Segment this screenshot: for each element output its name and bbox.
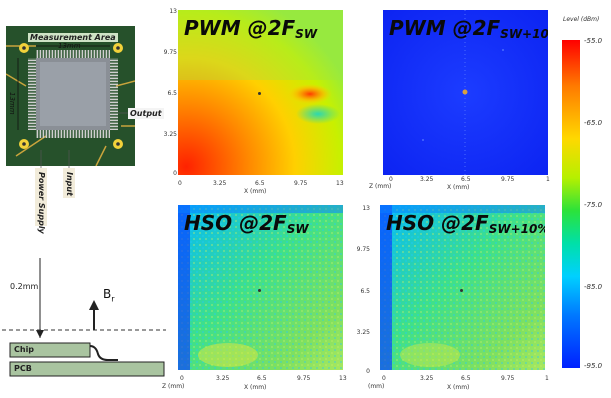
map3-z-label: Z (mm) [162,383,185,390]
map2-xtick-1: 3.25 [420,176,434,183]
map4-xtick-2: 6.5 [461,375,471,382]
map-hso-2fsw-10-field [380,205,545,370]
map-hso-2fsw-field [178,205,343,370]
distance-label: 0.2mm [10,282,39,291]
cross-section-diagram [2,258,166,377]
map1-ytick-3: 3.25 [163,131,177,138]
map2-xtick-2: 6.5 [461,176,471,183]
pcb-label: PCB [14,364,32,373]
map-hso-2fsw-10-title: HSO @2FSW+10% [386,211,545,236]
map1-xtick-1: 3.25 [213,180,227,187]
map2-xtick-3: 9.75 [501,176,515,183]
map3-xtick-3: 9.75 [297,375,311,382]
map4-xtick-1: 3.25 [420,375,434,382]
map3-xtick-0: 0 [180,375,184,382]
map-hso-2fsw-10-center-dot [460,289,463,292]
map3-ytick-0: 13 [362,205,370,212]
map1-ytick-4: 0 [173,170,177,177]
map3-ytick-2: 6.5 [360,288,370,295]
map4-xtick-0: 0 [382,375,386,382]
map3-ytick-4: 0 [366,368,370,375]
map-hso-2fsw-title: HSO @2FSW [184,211,309,236]
map3-xtick-4: 13 [339,375,347,382]
colorbar-tick-1: -65.0 [584,119,603,127]
map3-xtick-1: 3.25 [216,375,230,382]
map-pwm-2fsw-10: PWM @2FSW+10% [383,10,548,175]
colorbar-tick-2: -75.0 [584,201,603,209]
map3-ytick-3: 3.25 [356,329,370,336]
colorbar-tick-4: -95.0 [584,362,603,370]
map3-xtick-2: 6.5 [257,375,267,382]
map2-z-label: Z (mm) [369,183,392,190]
map4-x-axis-label: X (mm) [447,384,470,391]
map4-xtick-4: 1 [545,375,549,382]
map1-ytick-1: 9.75 [163,49,177,56]
power-supply-tag: Power Supply [35,168,47,234]
measurement-area-label: Measurement Area [28,33,118,42]
chip-label: Chip [14,345,35,354]
input-tag: Input [63,168,75,198]
chip-photo [6,26,135,166]
map-hso-2fsw-center-dot [258,289,261,292]
map1-ytick-2: 6.5 [167,90,177,97]
map1-xtick-2: 6.5 [255,180,265,187]
map2-x-axis-label: X (mm) [447,184,470,191]
colorbar-tick-3: -85.0 [584,283,603,291]
output-label: Output [128,108,164,119]
map-hso-2fsw-10: HSO @2FSW+10% [380,205,545,370]
map1-ytick-0: 13 [169,8,177,15]
colorbar-tick-0: -55.0 [584,37,603,45]
map1-xtick-0: 0 [178,180,182,187]
map3-x-axis-label: X (mm) [244,384,267,391]
map-pwm-2fsw: PWM @2FSW [178,10,343,175]
map1-x-axis-label: X (mm) [244,188,267,195]
map4-xtick-3: 9.75 [501,375,515,382]
colorbar [562,40,580,368]
map-pwm-2fsw-10-title: PWM @2FSW+10% [389,16,548,41]
map-pwm-2fsw-center-dot [258,92,261,95]
map1-xtick-3: 9.75 [294,180,308,187]
map4-z-label: (mm) [368,383,385,390]
map1-xtick-4: 13 [336,180,344,187]
map-hso-2fsw: HSO @2FSW [178,205,343,370]
field-label: Br [103,287,115,304]
measurement-area-dim: 13mm [58,42,81,50]
chip-photo-drawing [6,26,135,166]
map2-xtick-4: 1 [546,176,550,183]
map-pwm-2fsw-10-field [383,10,548,175]
power-supply-label: Power Supply [37,172,46,234]
map2-xtick-0: 0 [389,176,393,183]
photo-leader-lines [40,112,128,168]
map3-ytick-1: 9.75 [356,246,370,253]
colorbar-title: Level (dBm) [563,16,600,23]
map-pwm-2fsw-title: PWM @2FSW [184,16,318,41]
